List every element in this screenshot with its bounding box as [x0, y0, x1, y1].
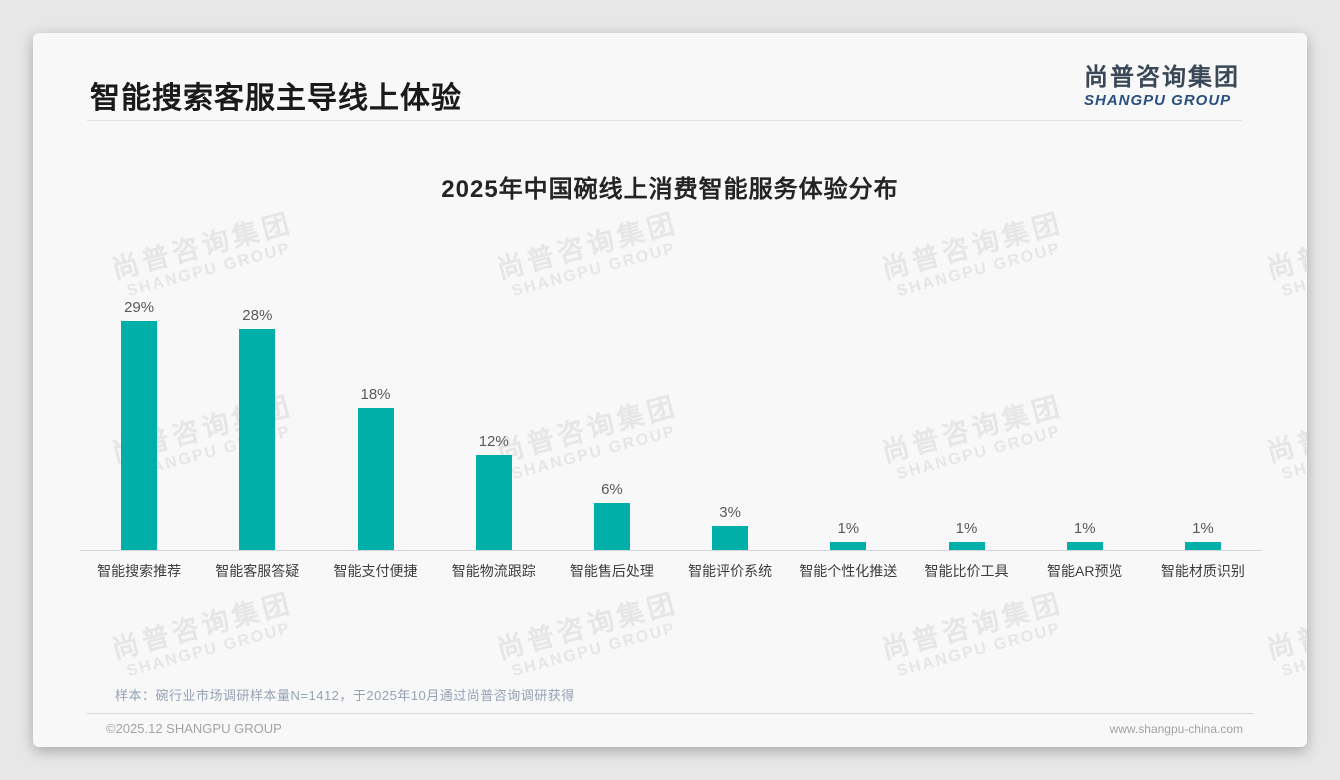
bar — [593, 503, 630, 550]
bar-category-label: 智能评价系统 — [688, 563, 773, 579]
watermark-text-en: SHANGPU GROUP — [1279, 620, 1307, 680]
bar-value-label: 1% — [837, 520, 860, 537]
bar — [830, 542, 867, 550]
bar — [121, 321, 158, 550]
bar-column: 1% — [789, 520, 907, 550]
bar-value-label: 1% — [1073, 520, 1096, 537]
watermark-text-cn: 尚普咨询集团 — [1263, 587, 1307, 665]
bar-category-label: 智能个性化推送 — [799, 563, 898, 579]
footer-divider — [87, 713, 1253, 714]
bar — [1066, 542, 1103, 550]
bar-category-label: 智能物流跟踪 — [451, 563, 536, 579]
bar — [948, 542, 985, 550]
bar-column: 28% — [198, 307, 316, 550]
bar-category-label: 智能搜索推荐 — [97, 563, 182, 579]
page-title: 智能搜索客服主导线上体验 — [90, 82, 462, 115]
bar-chart-plot-area: 29% 28% 18% 12% 6% 3% 1% 1% 1% 1% — [80, 33, 1262, 551]
bar-column: 3% — [671, 504, 789, 550]
bar-category-label: 智能比价工具 — [924, 563, 1009, 579]
bar-column: 1% — [907, 520, 1025, 550]
watermark-text-en: SHANGPU GROUP — [1279, 240, 1307, 300]
bar-column: 1% — [1144, 520, 1262, 550]
watermark-text-en: SHANGPU GROUP — [894, 619, 1063, 680]
bar-column: 1% — [1026, 520, 1144, 550]
bar-value-label: 3% — [719, 504, 741, 521]
watermark-text-en: SHANGPU GROUP — [1279, 423, 1307, 483]
watermark-text-en: SHANGPU GROUP — [124, 619, 293, 680]
slide-card: 尚普咨询集团 SHANGPU GROUP 尚普咨询集团 SHANGPU GROUP 尚普… — [33, 33, 1307, 747]
sample-note: 样本：碗行业市场调研样本量N=1412，于2025年10月通过尚普咨询调研获得 — [115, 688, 575, 703]
bar-value-label: 29% — [124, 299, 155, 316]
watermark-text-cn: 尚普咨询集团 — [493, 587, 682, 665]
bar-value-label: 6% — [601, 481, 623, 498]
bar-value-label: 28% — [242, 307, 273, 324]
bar-column: 6% — [553, 481, 671, 550]
watermark-text-cn: 尚普咨询集团 — [878, 587, 1067, 665]
bar-value-label: 1% — [1192, 520, 1214, 537]
bar-column: 29% — [80, 299, 198, 550]
watermark-text-cn: 尚普咨询集团 — [108, 587, 297, 665]
bar-category-label: 智能支付便捷 — [333, 563, 418, 579]
bar-value-label: 18% — [360, 386, 391, 403]
bar-column: 12% — [435, 433, 553, 550]
chart-title: 2025年中国碗线上消费智能服务体验分布 — [441, 176, 899, 203]
header-divider — [87, 120, 1242, 121]
bar — [239, 329, 276, 550]
logo-text-en: SHANGPU GROUP — [1084, 91, 1232, 109]
company-logo: 尚普咨询集团 SHANGPU GROUP — [1084, 64, 1240, 109]
bar-column: 18% — [316, 386, 434, 550]
bar-value-label: 12% — [478, 433, 509, 450]
logo-text-cn: 尚普咨询集团 — [1084, 64, 1240, 91]
bar — [1184, 542, 1221, 550]
bar — [357, 408, 394, 550]
bar — [712, 526, 749, 550]
bar-value-label: 1% — [955, 520, 978, 537]
bar-category-label: 智能客服答疑 — [215, 563, 300, 579]
bar-category-label: 智能材质识别 — [1160, 563, 1245, 579]
watermark-text-en: SHANGPU GROUP — [509, 619, 678, 680]
bar-category-label: 智能AR预览 — [1047, 563, 1123, 579]
footer-copyright: ©2025.12 SHANGPU GROUP — [106, 721, 282, 736]
bar-chart-category-axis: 智能搜索推荐 智能客服答疑 智能支付便捷 智能物流跟踪 智能售后处理 智能评价系统 智能个性… — [80, 561, 1262, 581]
bar-category-label: 智能售后处理 — [569, 563, 654, 579]
footer-website: www.shangpu-china.com — [1109, 722, 1243, 736]
bar — [475, 455, 512, 550]
